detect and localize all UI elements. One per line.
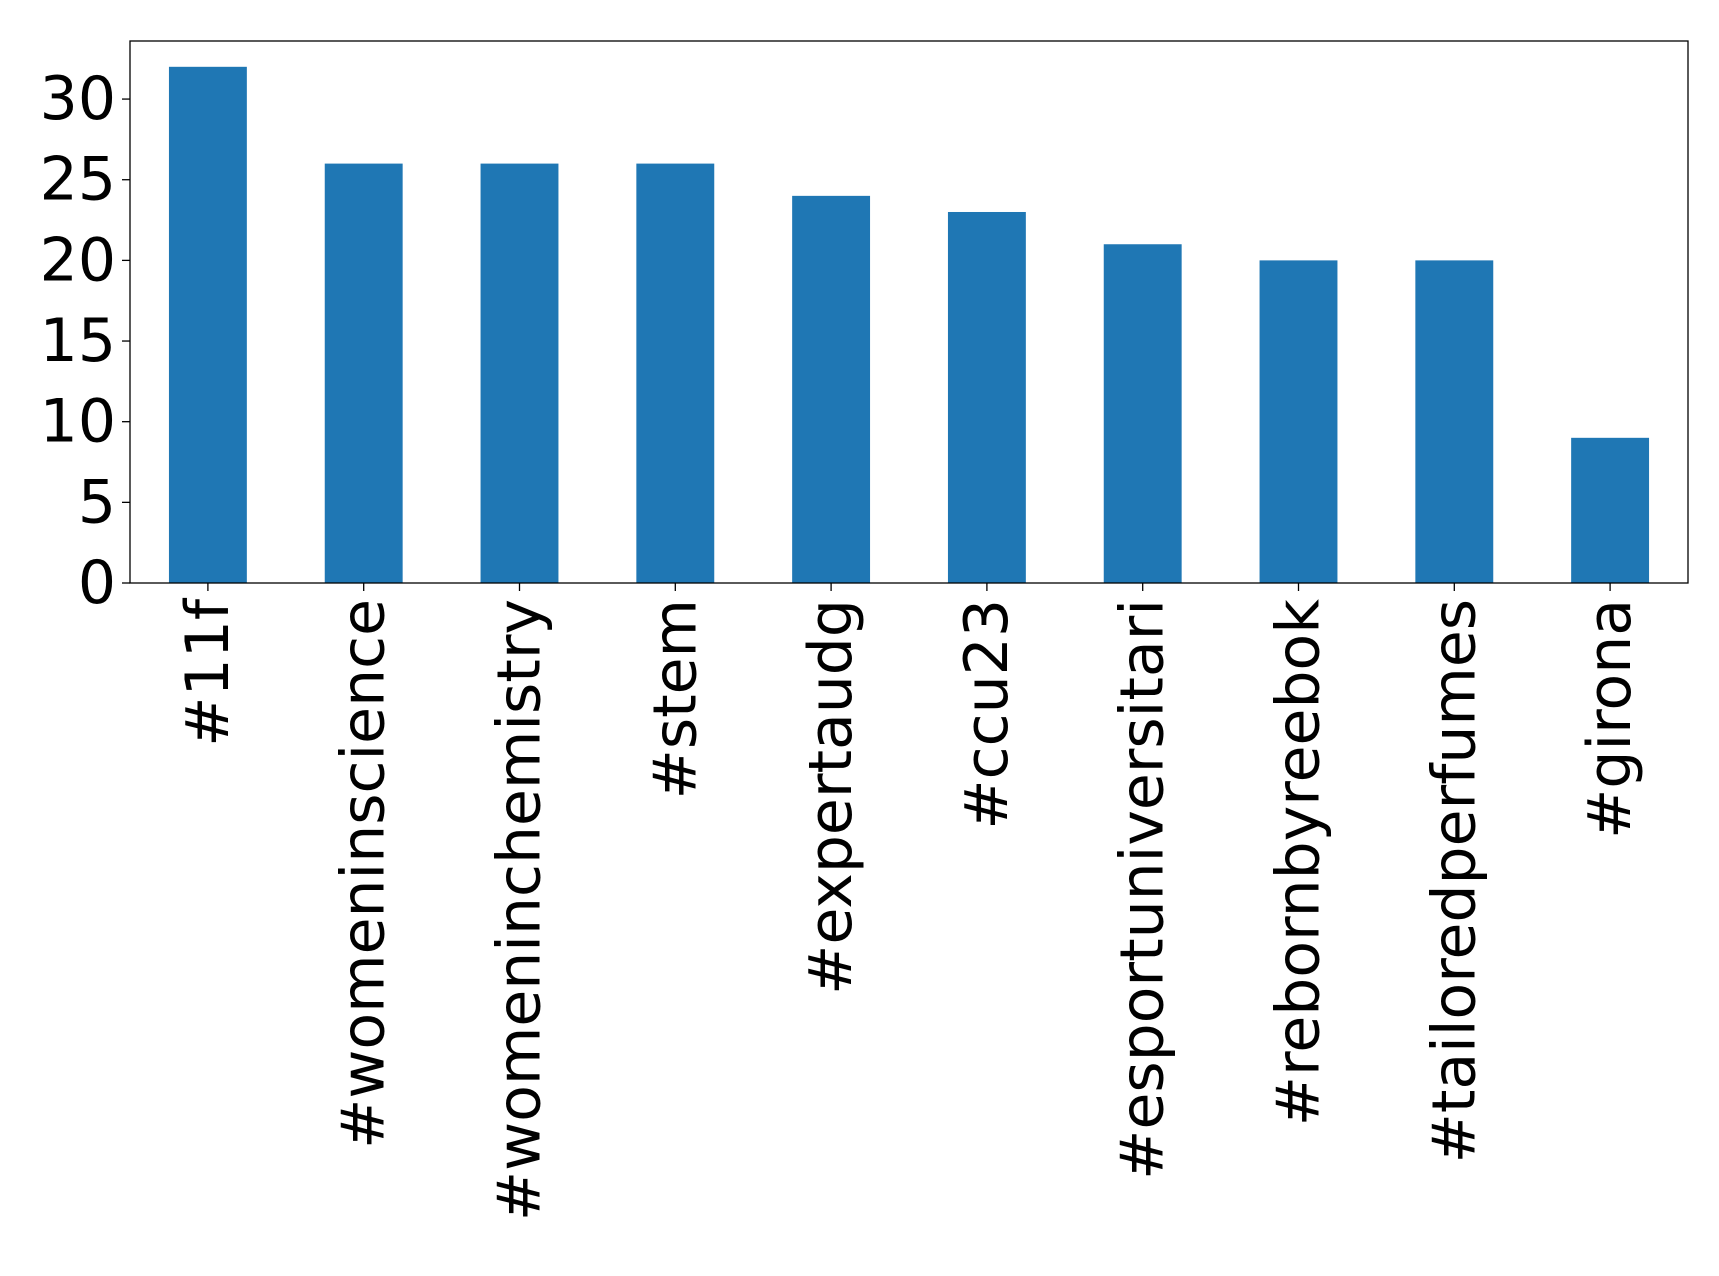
plot-frame	[129, 40, 1689, 584]
bar-stem	[636, 163, 715, 583]
x-axis: #11f #womeninscience #womeninchemistry #ste…	[173, 583, 1645, 1221]
x-tick-label-stem: #stem	[640, 599, 710, 799]
x-tick-label-rebornbyreebok: #rebornbyreebok	[1264, 599, 1334, 1127]
bar-esportuniversitari	[1103, 244, 1182, 583]
bar-rebornbyreebok	[1259, 260, 1338, 583]
bars-group	[168, 66, 1650, 584]
bar-expertaudg	[792, 195, 871, 584]
y-axis: 0 5 10 15 20 25 30	[40, 64, 130, 618]
x-tick-label-11f: #11f	[173, 597, 243, 747]
bar-womeninchemistry	[480, 163, 559, 583]
y-tick-label: 15	[40, 306, 116, 376]
y-tick-label: 10	[40, 387, 116, 457]
bar-ccu23	[947, 211, 1026, 584]
x-tick-label-womeninscience: #womeninscience	[329, 599, 399, 1149]
y-tick-label: 25	[40, 145, 116, 215]
x-tick-label-expertaudg: #expertaudg	[796, 599, 866, 995]
bar-girona	[1571, 437, 1650, 583]
x-tick-label-tailoredperfumes: #tailoredperfumes	[1419, 599, 1489, 1163]
x-tick-label-ccu23: #ccu23	[952, 599, 1022, 830]
x-tick-label-womeninchemistry: #womeninchemistry	[485, 599, 555, 1221]
y-tick-label: 30	[40, 64, 116, 134]
bar-11f	[168, 66, 247, 583]
y-tick-label: 0	[78, 548, 116, 618]
x-tick-label-esportuniversitari: #esportuniversitari	[1108, 599, 1178, 1180]
y-tick-label: 5	[78, 467, 116, 537]
y-tick-label: 20	[40, 225, 116, 295]
bar-womeninscience	[324, 163, 403, 583]
bar-tailoredperfumes	[1415, 260, 1494, 583]
x-tick-label-girona: #girona	[1575, 599, 1645, 839]
